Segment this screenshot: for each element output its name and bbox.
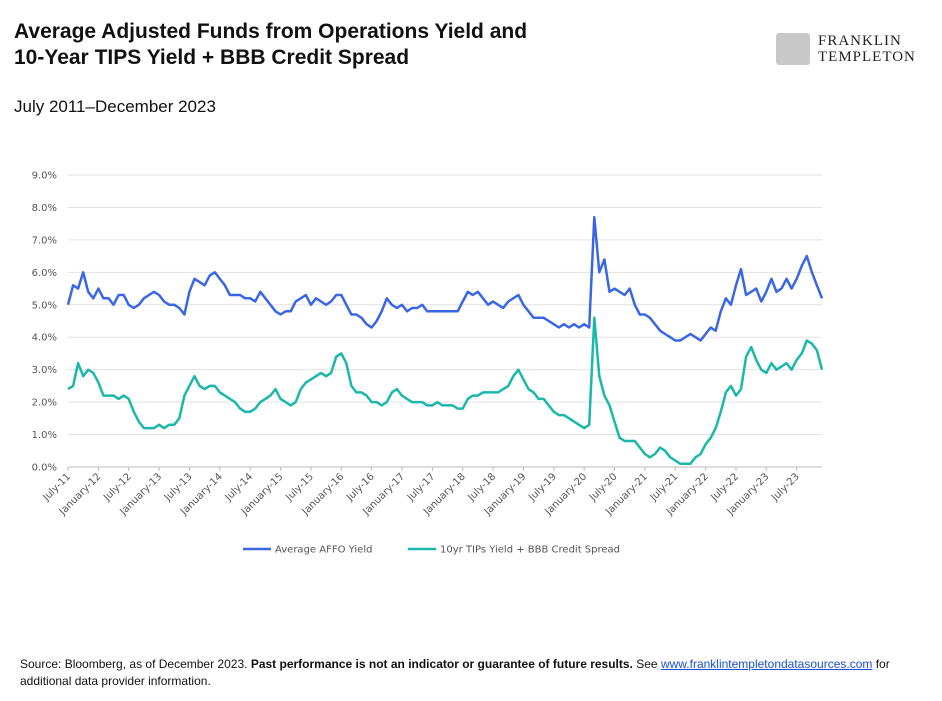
subtitle: July 2011–December 2023 — [14, 97, 216, 116]
series-line — [66, 215, 824, 342]
title-line: 10-Year TIPS Yield + BBB Credit Spread — [14, 46, 410, 69]
y-tick-label: 5.0% — [32, 300, 57, 311]
legend-label: Average AFFO Yield — [275, 545, 372, 556]
y-tick-label: 0.0% — [32, 463, 57, 474]
y-tick-label: 7.0% — [32, 235, 57, 246]
chart-title: Average Adjusted Funds from Operations Y… — [14, 19, 527, 71]
series-line — [67, 316, 824, 466]
y-tick-label: 4.0% — [32, 333, 57, 344]
footnote-end: for additional data provider information… — [20, 657, 890, 688]
y-tick-label: 2.0% — [32, 398, 57, 409]
y-tick-label: 1.0% — [32, 430, 57, 441]
title-line: Average Adjusted Funds from Operations Y… — [14, 20, 528, 43]
logo-icon — [776, 33, 810, 65]
x-tick-label: July-23 — [769, 471, 802, 504]
see: See — [636, 657, 658, 671]
y-tick-label: 3.0% — [32, 365, 57, 376]
disclaimer: Past performance is not an indicator or … — [250, 657, 633, 671]
chart: 0.0% 1.0% 2.0% 3.0% 4.0% 5.0% 6.0% 7.0% 8.0% 9.0%… — [32, 171, 824, 556]
y-tick-label: 6.0% — [32, 268, 57, 279]
y-tick-label: 9.0% — [32, 171, 57, 182]
source: Source: Bloomberg, as of December 2023. — [20, 657, 248, 671]
logo-line: FRANKLIN — [818, 33, 902, 49]
logo-line: TEMPLETON — [818, 49, 916, 65]
legend-label: 10yr TIPs Yield + BBB Credit Spread — [440, 545, 620, 556]
y-tick-label: 8.0% — [32, 203, 57, 214]
link[interactable]: www.franklintempletondatasources.com — [660, 657, 873, 671]
footnote: Source: Bloomberg, as of December 2023. … — [20, 656, 910, 690]
logo: FRANKLIN TEMPLETON — [818, 33, 916, 65]
